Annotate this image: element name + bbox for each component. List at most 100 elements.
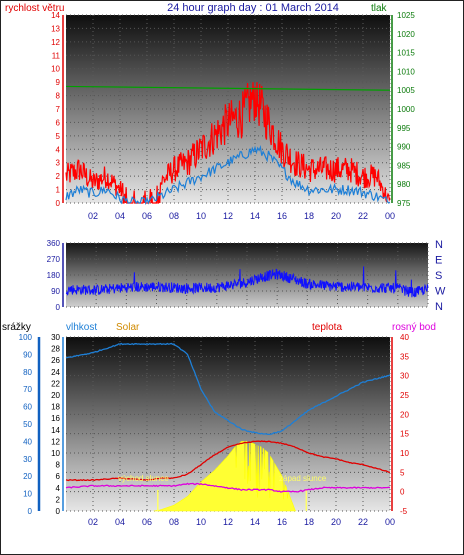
pressure-tick-label: 975: [397, 199, 411, 208]
x-tick-label: 08: [169, 211, 179, 221]
wind-series: [65, 82, 391, 206]
wind-tick-label: 11: [52, 51, 61, 60]
temperature-tick-label: 30: [400, 372, 409, 381]
wind-tick-label: 8: [56, 92, 61, 101]
pressure-tick-label: 1025: [397, 11, 415, 20]
humidity-tick-label: 6: [56, 472, 61, 481]
humidity-line: [65, 342, 391, 436]
pressure-tick-label: 1015: [397, 49, 415, 58]
x-tick-label: 04: [115, 517, 125, 527]
wind-average-line: [65, 145, 391, 206]
wind-tick-label: 12: [51, 38, 60, 47]
wind-tick-label: 10: [51, 65, 60, 74]
x-tick-label: 12: [223, 211, 233, 221]
temperature-y-axis: -5 0 5 10 15 20 25 30 35 40: [391, 333, 409, 516]
wind-tick-label: 4: [56, 145, 61, 154]
x-tick-label: 22: [358, 211, 368, 221]
wind-tick-label: 2: [56, 172, 61, 181]
pressure-tick-label: 1005: [397, 86, 415, 95]
x-tick-label: 04: [115, 211, 125, 221]
solar-area: [153, 441, 296, 512]
pressure-tick-label: 1020: [397, 30, 415, 39]
rain-tick-label: 60: [23, 403, 32, 412]
rain-tick-label: 50: [23, 420, 32, 429]
direction-tick-label: 90: [51, 287, 60, 296]
x-tick-label: 06: [142, 211, 152, 221]
x-tick-label: 10: [196, 517, 206, 527]
humidity-tick-label: 24: [51, 368, 60, 377]
pressure-tick-label: 995: [397, 124, 411, 133]
direction-tick-label: 0: [56, 303, 61, 312]
rain-tick-label: 70: [23, 385, 32, 394]
wind-tick-label: 7: [56, 105, 61, 114]
x-tick-label: 18: [304, 211, 314, 221]
humidity-tick-label: 14: [51, 426, 60, 435]
compass-label: E: [435, 255, 442, 267]
humidity-tick-label: 30: [51, 333, 60, 342]
wind-tick-label: 1: [56, 186, 61, 195]
x-tick-label: 00: [385, 517, 395, 527]
x-tick-label: 02: [88, 517, 98, 527]
wind-tick-label: 14: [51, 11, 60, 20]
humidity-axis-title: vlhkost: [66, 322, 97, 333]
rain-tick-label: 80: [23, 368, 32, 377]
x-tick-label: 20: [331, 517, 341, 527]
direction-line: [65, 266, 429, 298]
dewpoint-line: [65, 482, 391, 493]
temperature-tick-label: 10: [400, 449, 409, 458]
humidity-tick-label: 10: [51, 449, 60, 458]
x-tick-label: 14: [250, 211, 260, 221]
humidity-tick-label: 22: [51, 379, 60, 388]
pressure-tick-label: 990: [397, 143, 411, 152]
chart-title: 24 hour graph day : 01 March 2014: [167, 2, 339, 14]
wind-tick-label: 13: [51, 24, 60, 33]
humidity-series: [65, 342, 391, 512]
direction-tick-label: 270: [47, 255, 61, 264]
direction-y-axis: 0 90 180 270 360: [47, 239, 64, 312]
humidity-tick-label: 26: [51, 356, 60, 365]
pressure-tick-label: 1010: [397, 67, 415, 76]
compass-label: N: [435, 301, 443, 313]
humidity-tick-label: 12: [51, 437, 60, 446]
wind-x-axis: 02 04 06 08 10 12 14 16 18 20 22 00: [88, 211, 395, 221]
pressure-line: [65, 85, 391, 91]
wind-tick-label: 9: [56, 78, 61, 87]
pressure-y-axis: 975 980 985 990 995 1000 1005 1010 1015 1020 1025: [391, 11, 415, 208]
wind-tick-label: 6: [56, 118, 61, 127]
x-tick-label: 08: [169, 517, 179, 527]
x-tick-label: 12: [223, 517, 233, 527]
wind-tick-label: 3: [56, 159, 61, 168]
humidity-tick-label: 2: [56, 495, 61, 504]
wind-axis-title: rychlost větru: [5, 3, 64, 14]
sunset-label: západ slunce: [279, 474, 327, 483]
rain-tick-label: 100: [19, 333, 33, 342]
rain-tick-label: 40: [23, 437, 32, 446]
solar-axis-title: Solar: [116, 322, 140, 333]
x-tick-label: 00: [385, 211, 395, 221]
direction-series: [65, 266, 429, 298]
pressure-tick-label: 1000: [397, 105, 415, 114]
wind-gust-line: [65, 82, 391, 204]
humidity-tick-label: 4: [56, 484, 61, 493]
x-tick-label: 16: [277, 211, 287, 221]
x-tick-label: 18: [304, 517, 314, 527]
rain-tick-label: 10: [23, 490, 32, 499]
temperature-line: [65, 440, 391, 482]
direction-tick-label: 180: [47, 271, 61, 280]
rain-axis-title: srážky: [2, 322, 31, 333]
temperature-tick-label: 35: [400, 352, 409, 361]
compass-label: S: [435, 270, 442, 282]
x-tick-label: 06: [142, 517, 152, 527]
temperature-tick-label: 25: [400, 391, 409, 400]
wind-tick-label: 0: [56, 199, 61, 208]
humidity-tick-label: 20: [51, 391, 60, 400]
rain-tick-label: 0: [28, 507, 33, 516]
pressure-tick-label: 980: [397, 180, 411, 189]
temperature-tick-label: 0: [400, 488, 405, 497]
sunrise-label: východ slunce: [118, 474, 169, 483]
direction-tick-label: 360: [47, 239, 61, 248]
temperature-tick-label: 20: [400, 410, 409, 419]
dewpoint-axis-title: rosný bod: [392, 322, 436, 333]
